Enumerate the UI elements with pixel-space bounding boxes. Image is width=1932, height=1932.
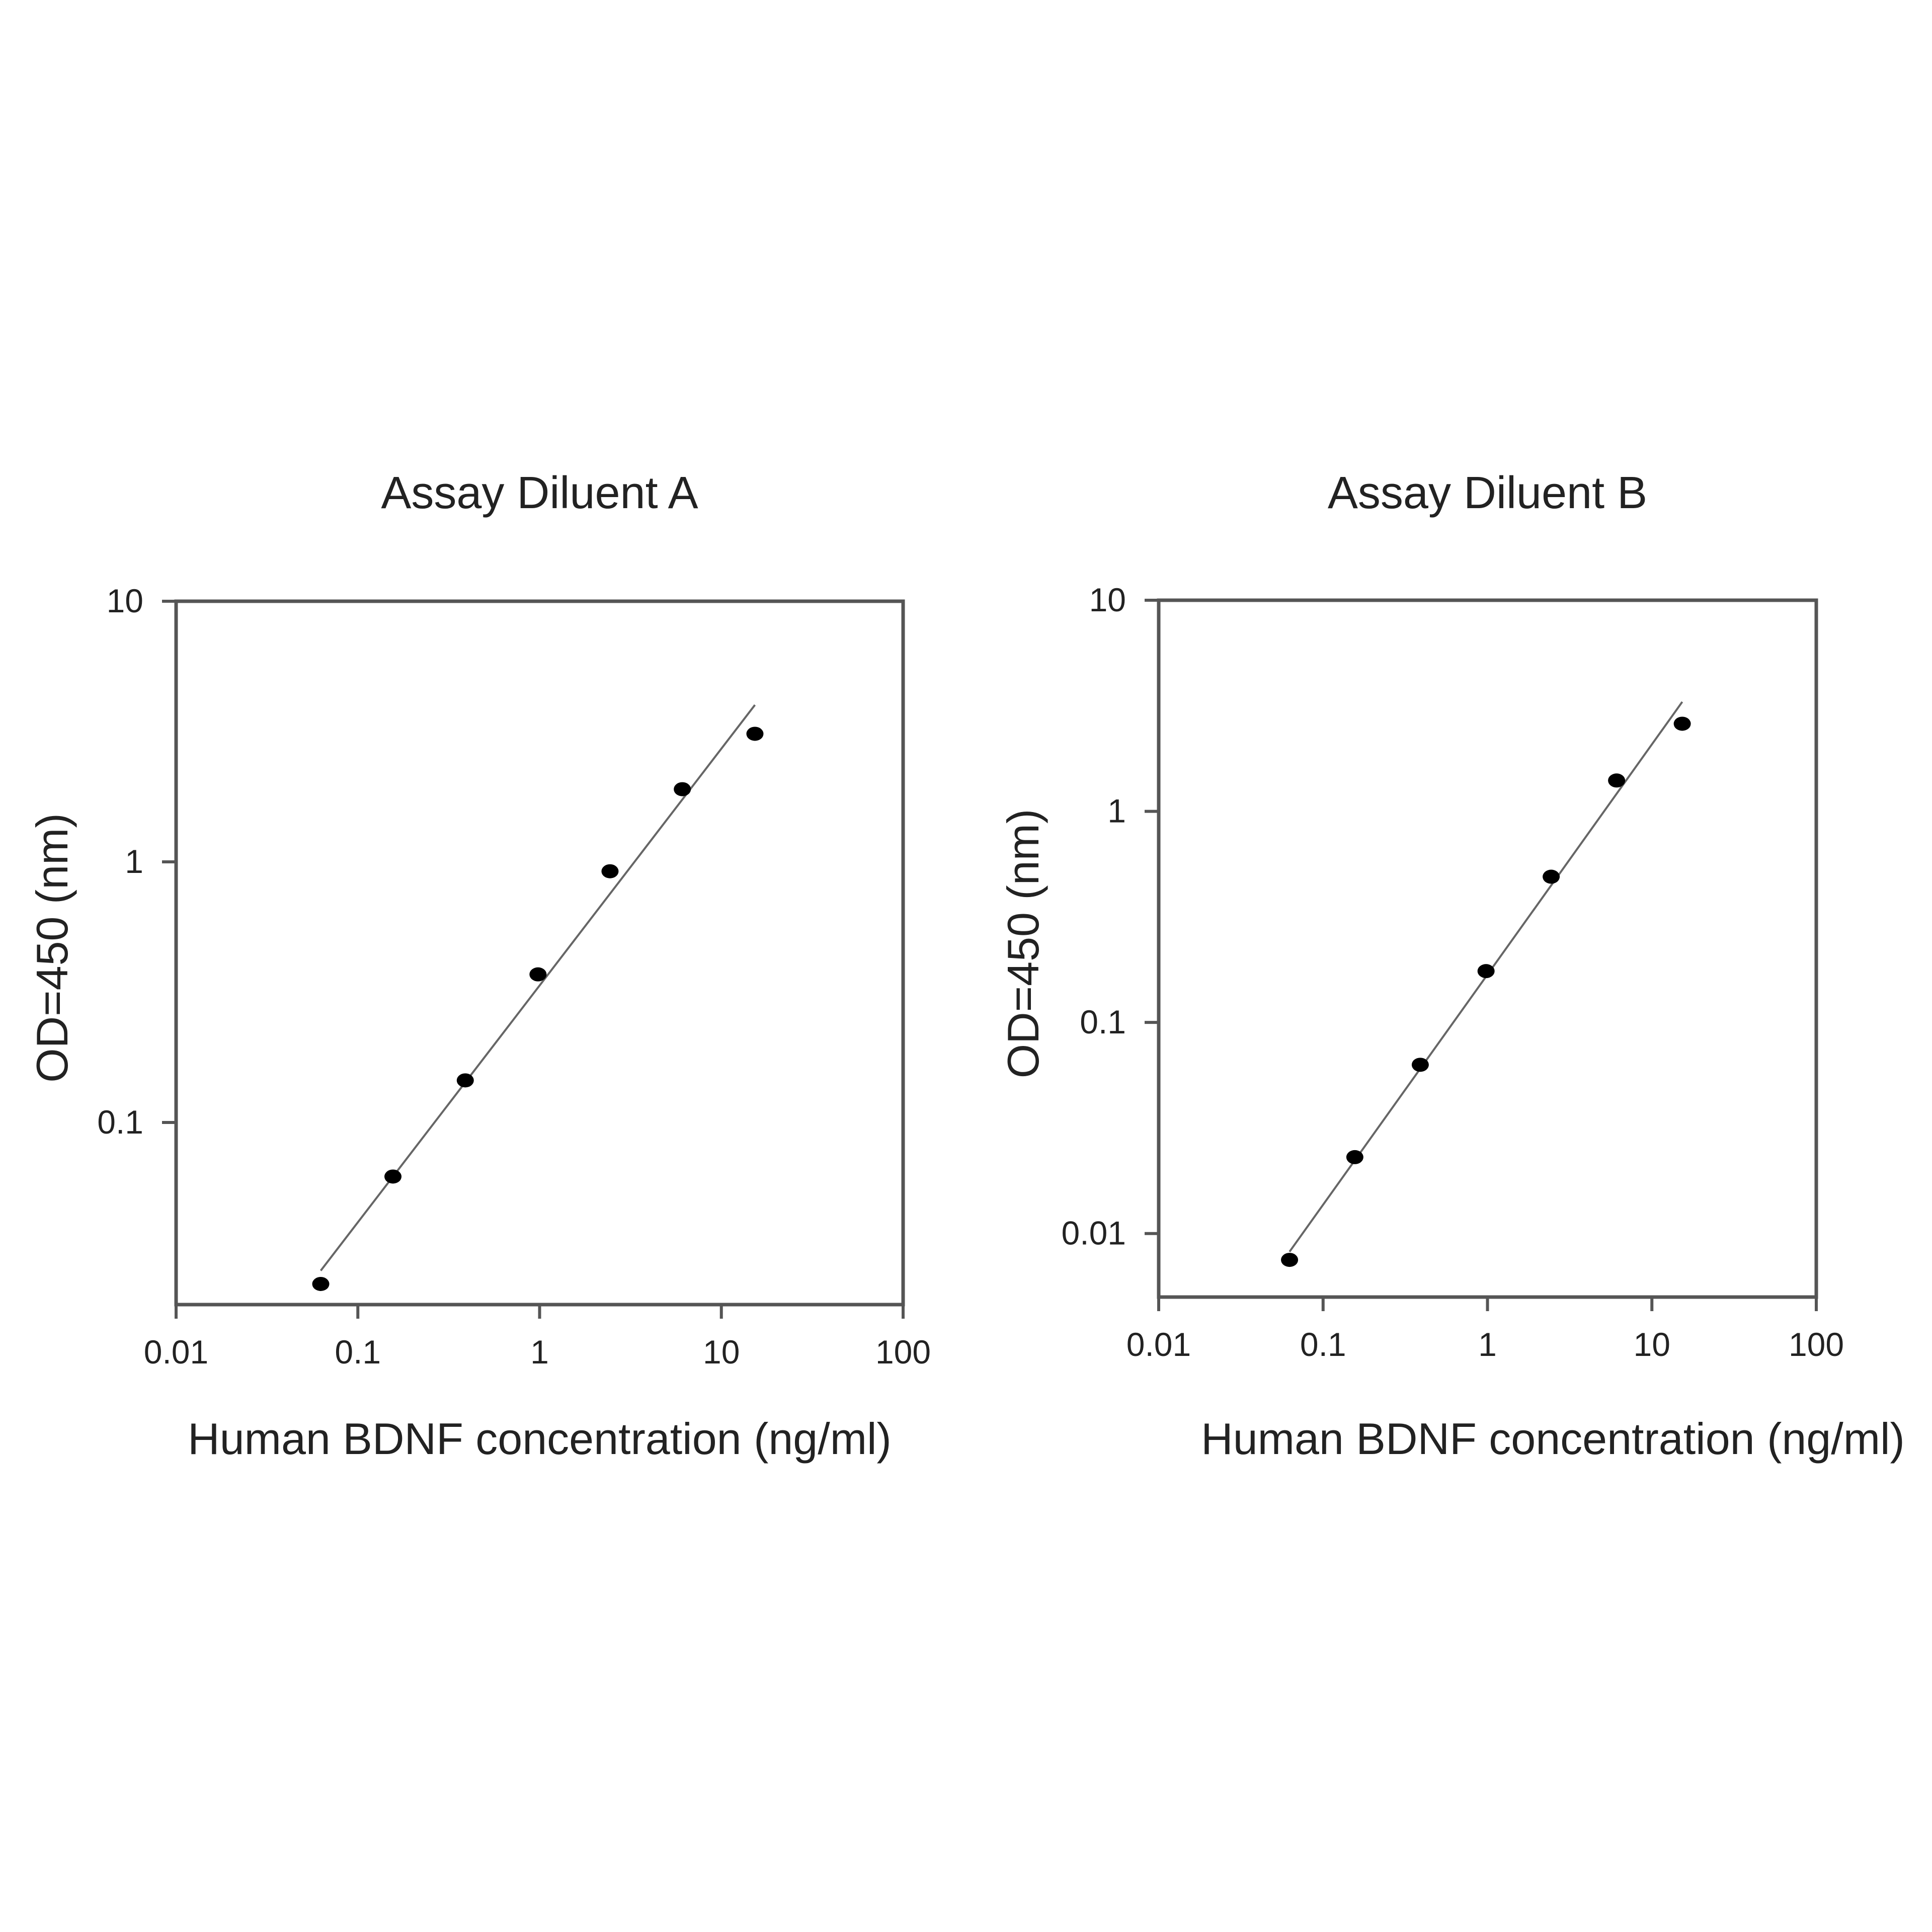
data-point xyxy=(1608,773,1626,788)
x-tick-label: 0.01 xyxy=(144,1333,208,1371)
x-tick-label: 0.1 xyxy=(335,1333,381,1371)
data-point xyxy=(529,967,547,982)
data-point xyxy=(601,864,619,878)
y-tick-label: 0.1 xyxy=(1080,1003,1126,1040)
x-tick-label: 100 xyxy=(875,1333,931,1371)
x-tick-label: 10 xyxy=(703,1333,740,1371)
y-tick-label: 10 xyxy=(107,582,143,619)
x-axis-label: Human BDNF concentration (ng/ml) xyxy=(1201,1414,1905,1464)
y-tick-label: 0.01 xyxy=(1062,1215,1126,1252)
x-tick-label: 10 xyxy=(1634,1326,1670,1363)
data-point xyxy=(674,782,691,796)
x-tick-label: 0.01 xyxy=(1126,1326,1191,1363)
x-tick-label: 1 xyxy=(530,1333,549,1371)
data-point xyxy=(456,1073,474,1088)
y-tick-label: 0.1 xyxy=(97,1103,143,1141)
chart-title: Assay Diluent B xyxy=(1328,468,1647,518)
data-point xyxy=(1346,1150,1363,1164)
data-point xyxy=(746,727,764,741)
data-point xyxy=(1281,1253,1299,1267)
x-axis-label: Human BDNF concentration (ng/ml) xyxy=(188,1414,892,1464)
data-point xyxy=(312,1276,330,1291)
x-tick-label: 1 xyxy=(1478,1326,1497,1363)
data-point xyxy=(1411,1058,1429,1072)
data-point xyxy=(1543,869,1560,884)
y-tick-label: 10 xyxy=(1089,581,1126,618)
data-point xyxy=(384,1169,402,1184)
y-tick-label: 1 xyxy=(125,843,143,880)
plot-frame xyxy=(1157,598,1818,1299)
chart-panel-a: Assay Diluent A 0.01 0.1 1 10 100 0.1 1 10 Human … xyxy=(27,468,931,1464)
chart-panel-b: Assay Diluent B 0.01 0.1 1 10 100 0.01 0.1 1 10 Hu… xyxy=(998,468,1905,1464)
chart-title: Assay Diluent A xyxy=(381,468,698,518)
data-point xyxy=(1673,716,1691,731)
y-axis-label: OD=450 (nm) xyxy=(27,813,77,1083)
y-axis-label: OD=450 (nm) xyxy=(998,809,1048,1079)
y-tick-label: 1 xyxy=(1107,792,1126,830)
plot-frame xyxy=(174,599,905,1307)
data-point xyxy=(1477,964,1495,979)
x-tick-label: 100 xyxy=(1789,1326,1844,1363)
x-tick-label: 0.1 xyxy=(1300,1326,1346,1363)
